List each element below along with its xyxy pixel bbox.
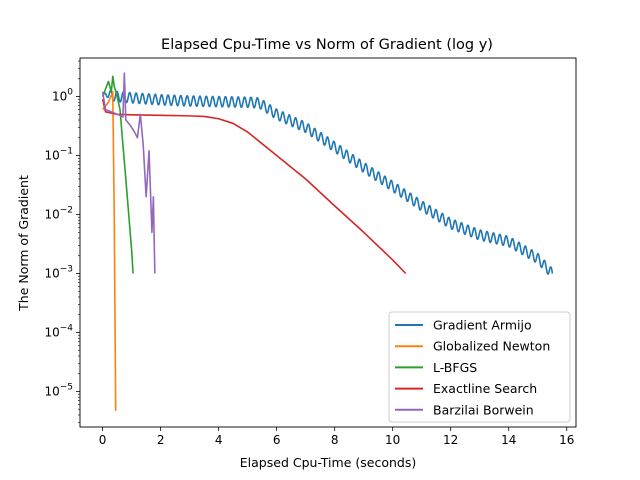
y-tick-label: 10−3 [44, 265, 73, 281]
plot-frame [79, 57, 577, 428]
x-tick-label: 14 [501, 433, 516, 447]
x-tick-label: 10 [385, 433, 400, 447]
y-axis-label: The Norm of Gradient [16, 175, 31, 312]
legend-label: Barzilai Borwein [433, 402, 534, 417]
y-tick-base: 10 [44, 325, 59, 339]
x-axis-label: Elapsed Cpu-Time (seconds) [240, 455, 416, 470]
series-line-exactline-search [101, 99, 407, 275]
x-tick-label: 8 [331, 433, 339, 447]
x-tick-label: 16 [559, 433, 574, 447]
y-tick-label: 10−2 [44, 206, 73, 222]
y-tick-base: 10 [44, 208, 59, 222]
y-tick-base: 10 [52, 90, 67, 104]
y-tick-base: 10 [44, 149, 59, 163]
y-tick-exponent: −2 [60, 206, 73, 216]
plot-lines [101, 72, 554, 411]
x-tick-label: 12 [443, 433, 458, 447]
legend-label: L-BFGS [433, 360, 477, 375]
y-tick-exponent: −5 [60, 382, 73, 392]
x-axis-ticks: 0 2 4 6 8 10 12 14 16 [99, 427, 574, 447]
y-tick-base: 10 [44, 267, 59, 281]
y-tick-base: 10 [44, 384, 59, 398]
y-tick-label: 10−1 [44, 147, 73, 163]
y-tick-exponent: −3 [60, 265, 73, 275]
y-tick-exponent: 0 [67, 88, 73, 98]
series-line-globalized-newton [101, 91, 117, 411]
legend-box [388, 311, 571, 423]
x-tick-label: 4 [215, 433, 223, 447]
x-tick-label: 2 [157, 433, 165, 447]
legend-label: Gradient Armijo [433, 318, 532, 333]
legend-label: Exactline Search [433, 381, 537, 396]
legend-label: Globalized Newton [433, 339, 550, 354]
series-line-barzilai-borwein [101, 72, 156, 274]
y-tick-exponent: −1 [60, 147, 73, 157]
legend: Gradient Armijo Globalized Newton L-BFGS Ex… [388, 311, 571, 423]
x-tick-label: 6 [273, 433, 281, 447]
y-tick-label: 10−5 [44, 382, 73, 398]
y-tick-label: 100 [52, 88, 73, 104]
x-tick-label: 0 [99, 433, 107, 447]
series-line-gradient-armijo [101, 89, 554, 275]
chart-title: Elapsed Cpu-Time vs Norm of Gradient (lo… [161, 37, 493, 53]
y-tick-exponent: −4 [60, 323, 74, 333]
series-line-l-bfgs [101, 75, 134, 274]
y-tick-label: 10−4 [44, 323, 73, 339]
